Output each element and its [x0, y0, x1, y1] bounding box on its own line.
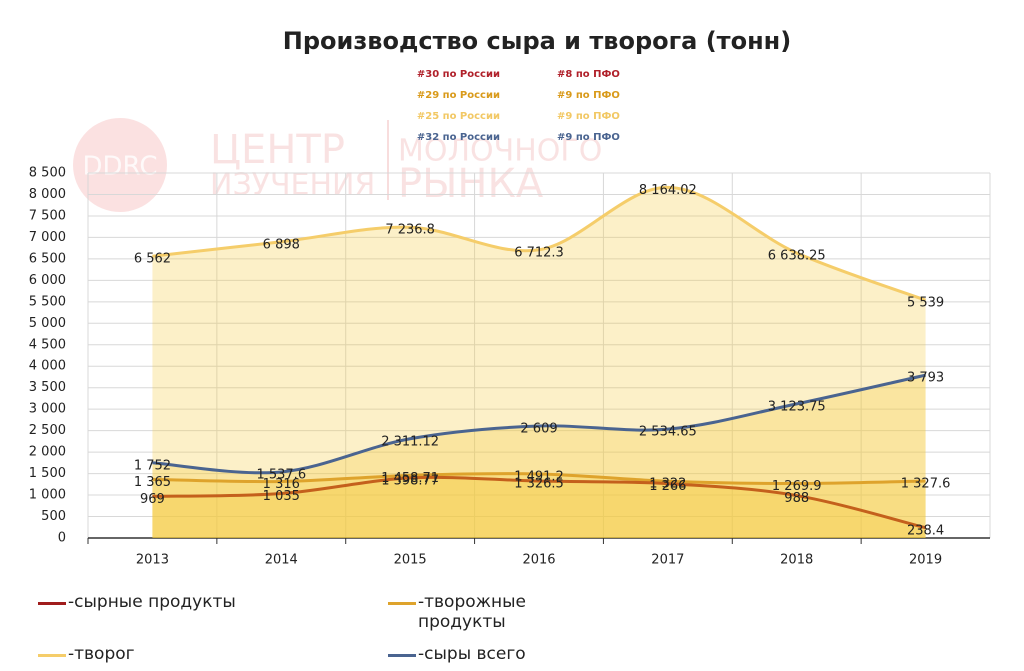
chart-title: Производство сыра и творога (тонн): [283, 27, 791, 55]
y-tick-label: 7 000: [29, 230, 66, 245]
data-label: 6 898: [263, 237, 300, 252]
y-tick-label: 4 500: [29, 337, 66, 352]
y-tick-label: 6 000: [29, 273, 66, 288]
watermark: РЫНКА: [398, 161, 544, 207]
y-tick-label: 5 500: [29, 294, 66, 309]
y-tick-label: 5 000: [29, 316, 66, 331]
annotation: #9 по ПФО: [557, 132, 620, 143]
y-tick-label: 7 500: [29, 208, 66, 223]
data-label: 1 326.5: [514, 477, 564, 492]
watermark: МОЛОЧНОГО: [398, 134, 602, 169]
y-tick-label: 8 500: [29, 166, 66, 181]
x-tick-label: 2014: [265, 553, 298, 568]
x-tick-label: 2017: [651, 553, 684, 568]
data-label: 2 534.65: [639, 425, 697, 440]
data-label: 1 398.77: [381, 473, 439, 488]
legend-label: -творог: [68, 644, 135, 664]
y-tick-label: 6 500: [29, 251, 66, 266]
data-label: 5 539: [907, 296, 944, 311]
data-label: 1 458.71: [381, 471, 439, 486]
legend-label: -сыры всего: [418, 644, 526, 664]
legend-item: -творог: [38, 644, 338, 664]
annotation: #9 по ПФО: [557, 90, 620, 101]
data-label: 1 327.6: [901, 476, 951, 491]
area: [152, 473, 926, 538]
data-label: 1 035: [263, 489, 300, 504]
legend-swatch: [38, 602, 66, 605]
y-tick-label: 500: [41, 509, 66, 524]
series-line: [152, 373, 926, 475]
data-label: 238.4: [907, 523, 944, 538]
y-tick-label: 4 000: [29, 359, 66, 374]
watermark: DDRC: [83, 152, 158, 182]
annotation: #8 по ПФО: [557, 69, 620, 80]
legend-swatch: [388, 602, 416, 605]
data-label: 1 365: [134, 475, 171, 490]
data-label: 1 491.2: [514, 469, 564, 484]
series-line: [152, 472, 926, 485]
area: [152, 187, 926, 538]
y-tick-label: 0: [58, 531, 66, 546]
y-tick-label: 3 000: [29, 402, 66, 417]
annotation: #9 по ПФО: [557, 111, 620, 122]
data-label: 1 316: [263, 477, 300, 492]
legend-item: -сырные продукты: [38, 592, 338, 612]
x-tick-label: 2018: [780, 553, 813, 568]
data-label: 3 793: [907, 371, 944, 386]
y-tick-label: 1 500: [29, 466, 66, 481]
data-label: 1 269.9: [772, 479, 822, 494]
y-tick-label: 1 000: [29, 488, 66, 503]
data-label: 1 322: [649, 477, 686, 492]
y-tick-label: 8 000: [29, 187, 66, 202]
chart: DDRC ЦЕНТР ИЗУЧЕНИЯ МОЛОЧНОГО РЫНКА Прои…: [29, 27, 991, 568]
series-line: [152, 475, 926, 530]
area: [152, 477, 926, 538]
legend-swatch: [388, 654, 416, 657]
area: [152, 375, 926, 538]
y-tick-label: 2 500: [29, 423, 66, 438]
data-label: 7 236.8: [385, 223, 435, 238]
annotation: #25 по России: [417, 111, 500, 122]
series-line: [152, 185, 927, 302]
legend-swatch: [38, 654, 66, 657]
annotation: #30 по России: [417, 69, 500, 80]
y-tick-label: 3 500: [29, 380, 66, 395]
legend-label: -сырные продукты: [68, 592, 236, 612]
watermark-logo: [73, 118, 167, 212]
legend-item: -сыры всего: [388, 644, 688, 664]
annotation: #32 по России: [417, 132, 500, 143]
data-label: 6 712.3: [514, 245, 564, 260]
data-label: 988: [784, 491, 809, 506]
x-tick-label: 2016: [522, 553, 555, 568]
data-label: 3 123.75: [768, 399, 826, 414]
watermark: ЦЕНТР: [210, 127, 345, 173]
data-label: 1 752: [134, 458, 171, 473]
x-tick-label: 2019: [909, 553, 942, 568]
data-label: 1 537.6: [256, 467, 306, 482]
x-tick-label: 2013: [136, 553, 169, 568]
data-label: 6 638.25: [768, 248, 826, 263]
data-label: 8 164.02: [639, 183, 697, 198]
legend-item: -творожные продукты: [388, 592, 688, 632]
annotation: #29 по России: [417, 90, 500, 101]
data-label: 2 609: [520, 421, 557, 436]
data-label: 1 266: [649, 479, 686, 494]
legend-label: -творожные продукты: [418, 592, 526, 632]
y-tick-label: 2 000: [29, 445, 66, 460]
data-label: 6 562: [134, 252, 171, 267]
data-label: 969: [140, 492, 165, 507]
data-label: 2 311.12: [381, 434, 439, 449]
x-tick-label: 2015: [394, 553, 427, 568]
